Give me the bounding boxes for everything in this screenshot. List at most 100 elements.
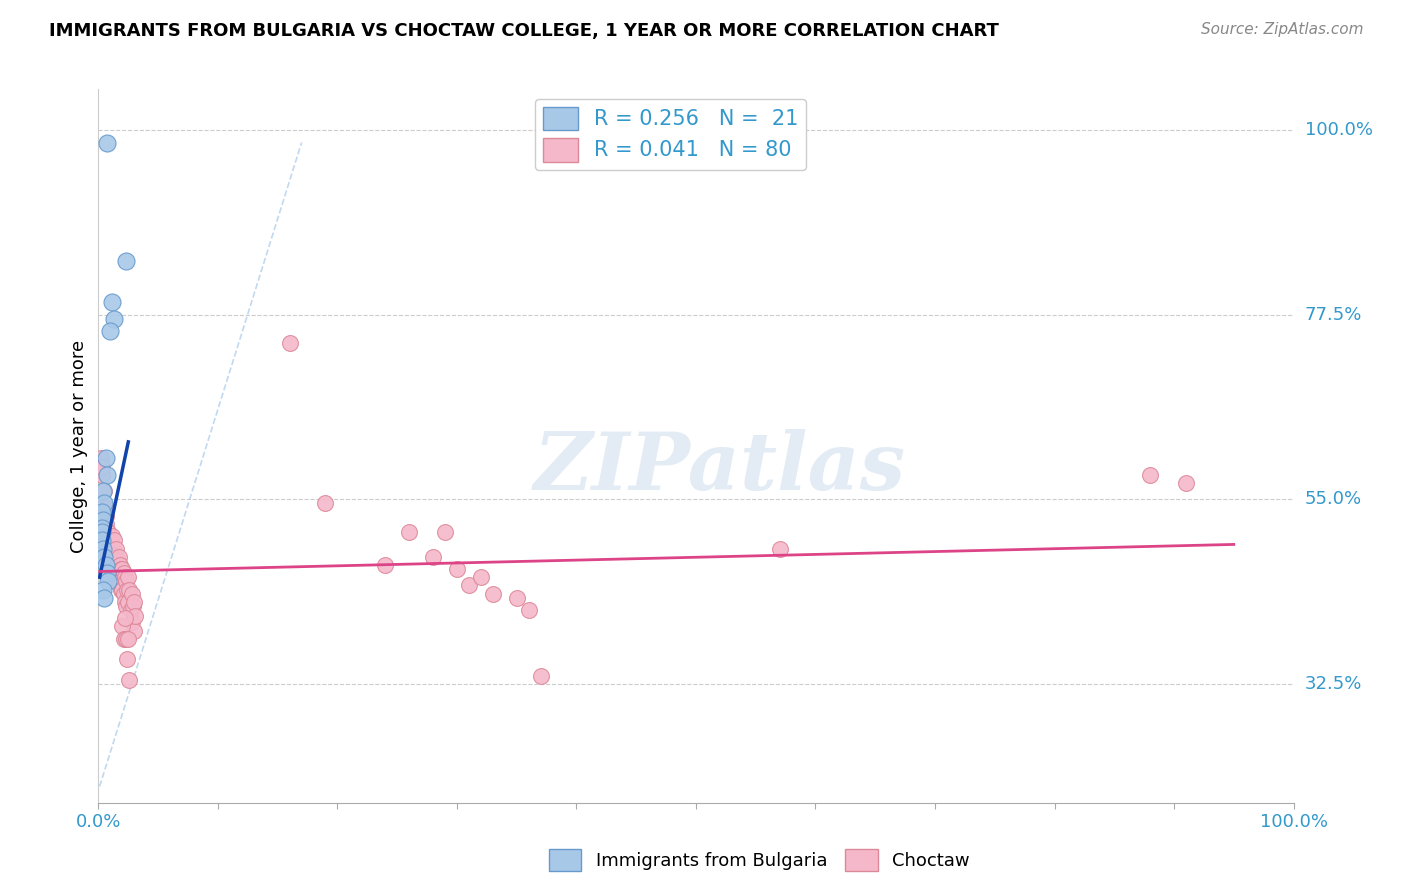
Point xyxy=(105,562,128,576)
Point xyxy=(91,582,114,597)
Point xyxy=(97,525,120,540)
Point xyxy=(93,549,115,564)
Point xyxy=(107,554,129,568)
Point xyxy=(91,533,114,548)
Point xyxy=(91,484,114,499)
Point xyxy=(93,525,115,540)
Point xyxy=(103,562,125,576)
Point xyxy=(97,541,120,556)
Point xyxy=(98,549,121,564)
Point xyxy=(121,615,143,630)
Point xyxy=(98,324,122,338)
Text: 100.0%: 100.0% xyxy=(1305,121,1372,139)
Legend: R = 0.256   N =  21, R = 0.041   N = 80: R = 0.256 N = 21, R = 0.041 N = 80 xyxy=(536,99,806,169)
Point xyxy=(91,541,114,556)
Point xyxy=(90,451,112,466)
Point xyxy=(470,570,492,584)
Point xyxy=(1175,475,1198,490)
Point xyxy=(108,558,131,572)
Point xyxy=(110,582,132,597)
Point xyxy=(115,582,138,597)
Point xyxy=(111,562,134,576)
Text: 77.5%: 77.5% xyxy=(1305,306,1362,324)
Point xyxy=(98,562,122,576)
Point xyxy=(93,484,115,499)
Point xyxy=(114,595,136,609)
Point xyxy=(103,533,125,548)
Point xyxy=(100,549,122,564)
Point xyxy=(98,533,121,548)
Point xyxy=(115,254,138,268)
Point xyxy=(91,508,114,523)
Text: Source: ZipAtlas.com: Source: ZipAtlas.com xyxy=(1201,22,1364,37)
Point xyxy=(91,525,114,540)
Point xyxy=(96,541,118,556)
Point xyxy=(115,652,138,666)
Point xyxy=(98,541,122,556)
Point xyxy=(118,582,141,597)
Point xyxy=(112,566,135,581)
Point xyxy=(91,521,114,535)
Point xyxy=(530,668,553,682)
Text: 55.0%: 55.0% xyxy=(1305,491,1362,508)
Point xyxy=(107,549,129,564)
Point xyxy=(122,599,145,613)
Point xyxy=(97,574,120,589)
Point xyxy=(94,516,117,531)
Point xyxy=(517,603,540,617)
Point xyxy=(103,311,125,326)
Point xyxy=(112,632,135,646)
Point xyxy=(94,451,117,466)
Point xyxy=(96,136,118,150)
Point xyxy=(768,541,790,556)
Point xyxy=(91,505,114,519)
Point xyxy=(105,541,128,556)
Y-axis label: College, 1 year or more: College, 1 year or more xyxy=(70,340,89,552)
Point xyxy=(93,496,115,510)
Point xyxy=(108,578,131,592)
Point xyxy=(96,566,118,581)
Point xyxy=(111,619,134,633)
Point xyxy=(101,566,124,581)
Point xyxy=(422,549,444,564)
Point xyxy=(315,496,337,510)
Point xyxy=(278,336,301,351)
Point xyxy=(91,459,114,474)
Point xyxy=(434,525,457,540)
Point xyxy=(446,562,468,576)
Point xyxy=(117,632,139,646)
Point xyxy=(506,591,529,605)
Point xyxy=(120,603,142,617)
Point xyxy=(114,611,136,625)
Point xyxy=(398,525,420,540)
Point xyxy=(107,566,129,581)
Point xyxy=(115,599,138,613)
Point xyxy=(111,582,134,597)
Point xyxy=(124,608,146,623)
Point xyxy=(110,562,132,576)
Point xyxy=(91,500,114,515)
Point xyxy=(114,570,136,584)
Point xyxy=(91,467,114,482)
Point xyxy=(94,508,117,523)
Point xyxy=(100,529,122,543)
Point xyxy=(374,558,396,572)
Point xyxy=(94,558,117,572)
Point xyxy=(103,554,125,568)
Point xyxy=(458,578,481,592)
Text: 32.5%: 32.5% xyxy=(1305,675,1362,693)
Point xyxy=(112,587,135,601)
Point xyxy=(91,500,114,515)
Point xyxy=(91,513,114,527)
Point xyxy=(117,595,139,609)
Point xyxy=(115,574,138,589)
Point xyxy=(124,624,146,638)
Point xyxy=(1139,467,1161,482)
Point xyxy=(96,525,118,540)
Point xyxy=(93,591,115,605)
Legend: Immigrants from Bulgaria, Choctaw: Immigrants from Bulgaria, Choctaw xyxy=(541,842,977,879)
Point xyxy=(481,587,505,601)
Point xyxy=(100,295,122,310)
Point xyxy=(104,549,127,564)
Point xyxy=(107,574,129,589)
